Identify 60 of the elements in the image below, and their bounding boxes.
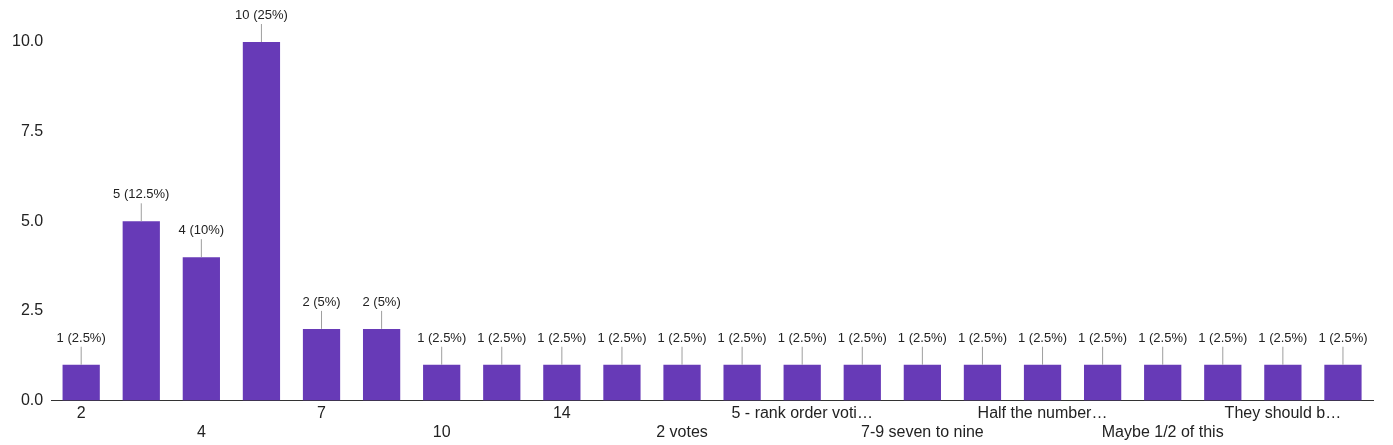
bar xyxy=(1264,364,1302,401)
data-label: 4 (10%) xyxy=(178,222,225,238)
data-label: 2 (5%) xyxy=(302,293,341,309)
bar xyxy=(423,364,461,401)
bar xyxy=(122,221,160,401)
bar xyxy=(723,364,761,401)
x-tick-label: 4 xyxy=(196,422,206,440)
data-label: 1 (2.5%) xyxy=(537,329,587,345)
x-tick-label: Half the number… xyxy=(977,403,1108,421)
y-tick-label: 2.5 xyxy=(20,301,44,319)
data-label: 1 (2.5%) xyxy=(1138,329,1188,345)
bar xyxy=(843,364,881,401)
data-label: 1 (2.5%) xyxy=(657,329,707,345)
data-label: 1 (2.5%) xyxy=(1078,329,1128,345)
bar xyxy=(182,257,220,401)
data-label: 1 (2.5%) xyxy=(1017,329,1068,345)
bar xyxy=(362,328,401,401)
data-label: 1 (2.5%) xyxy=(1318,329,1368,345)
bar xyxy=(903,364,941,401)
data-label: 1 (2.5%) xyxy=(777,329,827,345)
bar xyxy=(543,364,581,401)
data-label: 1 (2.5%) xyxy=(1198,329,1248,345)
bar xyxy=(62,364,100,401)
bar xyxy=(483,364,521,401)
data-label: 1 (2.5%) xyxy=(417,329,467,345)
data-label: 1 (2.5%) xyxy=(957,329,1008,345)
x-tick-label: 7-9 seven to nine xyxy=(860,422,984,440)
bar xyxy=(603,364,641,401)
x-tick-label: 2 xyxy=(76,403,86,421)
data-label: 1 (2.5%) xyxy=(477,329,527,345)
x-tick-label: 10 xyxy=(432,422,451,440)
y-tick-label: 10.0 xyxy=(12,32,44,50)
bar xyxy=(242,42,281,401)
bar xyxy=(1083,364,1122,401)
x-tick-label: Maybe 1/2 of this xyxy=(1101,422,1224,440)
data-label: 2 (5%) xyxy=(362,293,401,309)
y-tick-label: 7.5 xyxy=(20,122,44,140)
data-label: 10 (25%) xyxy=(235,7,288,23)
bar xyxy=(1144,364,1182,401)
y-tick-label: 5.0 xyxy=(20,211,44,229)
bar xyxy=(1023,364,1062,401)
bar xyxy=(783,364,821,401)
x-tick-label: 7 xyxy=(317,403,327,421)
bar xyxy=(1204,364,1242,401)
bar xyxy=(663,364,701,401)
data-label: 5 (12.5%) xyxy=(113,186,170,202)
data-label: 1 (2.5%) xyxy=(1258,329,1308,345)
bar xyxy=(963,364,1002,401)
data-label: 1 (2.5%) xyxy=(597,329,647,345)
y-tick-label: 0.0 xyxy=(20,391,44,409)
x-tick-label: 2 votes xyxy=(656,422,708,440)
data-label: 1 (2.5%) xyxy=(837,329,887,345)
x-tick-label: 5 - rank order voti… xyxy=(731,403,873,421)
x-tick-label: They should b… xyxy=(1224,403,1342,421)
data-label: 1 (2.5%) xyxy=(56,329,106,345)
x-tick-label: 14 xyxy=(552,403,571,421)
data-label: 1 (2.5%) xyxy=(897,329,947,345)
data-label: 1 (2.5%) xyxy=(717,329,767,345)
bar xyxy=(1324,364,1362,401)
bar xyxy=(302,328,341,401)
